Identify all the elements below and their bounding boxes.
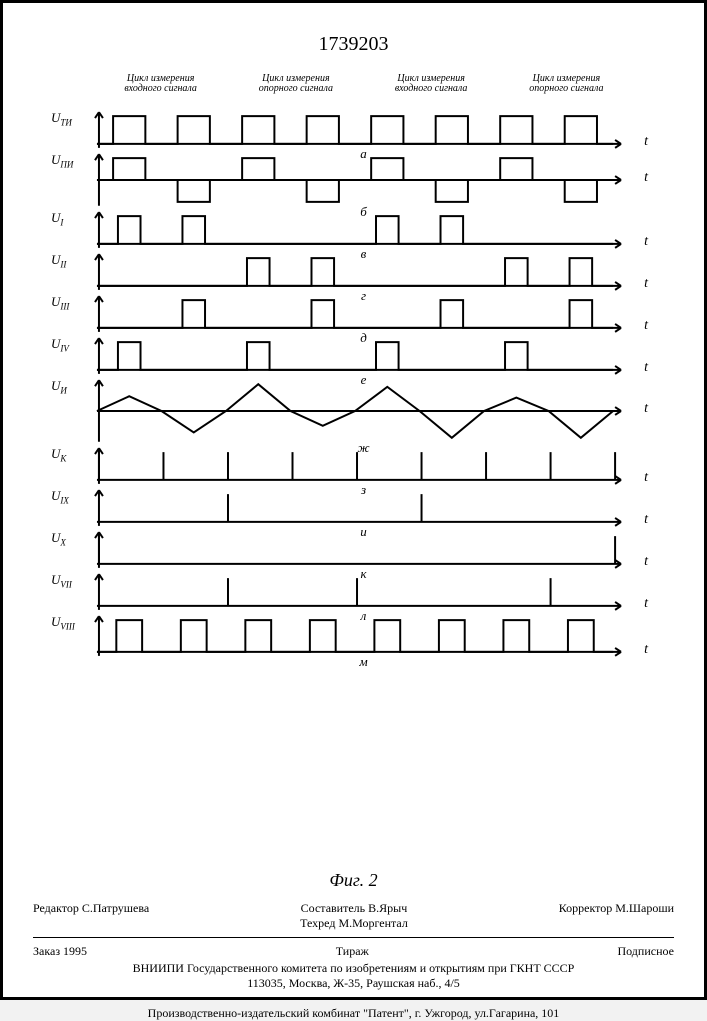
- trace-sublabel: м: [359, 654, 367, 670]
- t-axis-label: t: [644, 234, 648, 250]
- order-credit: Заказ 1995: [33, 944, 87, 959]
- trace-row-b: UПИtб: [93, 152, 634, 208]
- trace-svg: [93, 530, 627, 570]
- trace-row-m: UVIIItм: [93, 614, 634, 658]
- trace-svg: [93, 336, 627, 376]
- address-credit: 113035, Москва, Ж-35, Раушская наб., 4/5: [247, 976, 460, 990]
- trace-row-d: UIIItд: [93, 294, 634, 334]
- timing-diagram: Цикл измерениявходного сигналаЦикл измер…: [93, 74, 634, 864]
- trace-ylabel: UX: [51, 530, 66, 548]
- trace-row-k: UXtк: [93, 530, 634, 570]
- trace-ylabel: UIII: [51, 294, 69, 312]
- traces-area: UТИtаUПИtбUItвUIItгUIIItдUIVtеUИtжUКtзUI…: [93, 110, 634, 844]
- trace-svg: [93, 110, 627, 150]
- editor-credit: Редактор С.Патрушева: [33, 901, 149, 931]
- trace-svg: [93, 294, 627, 334]
- trace-row-i: UIXtи: [93, 488, 634, 528]
- trace-row-l: UVIItл: [93, 572, 634, 612]
- trace-svg: [93, 152, 627, 208]
- compiler-credit: Составитель В.Ярыч: [301, 901, 408, 915]
- trace-svg: [93, 252, 627, 292]
- trace-ylabel: UПИ: [51, 152, 73, 170]
- t-axis-label: t: [644, 596, 648, 612]
- t-axis-label: t: [644, 360, 648, 376]
- trace-ylabel: UI: [51, 210, 63, 228]
- doc-number: 1739203: [33, 33, 674, 56]
- t-axis-label: t: [644, 512, 648, 528]
- credits-block: Редактор С.Патрушева Составитель В.Ярыч …: [33, 901, 674, 1021]
- trace-ylabel: UVIII: [51, 614, 75, 632]
- figure-caption: Фиг. 2: [33, 870, 674, 891]
- t-axis-label: t: [644, 318, 648, 334]
- trace-svg: [93, 210, 627, 250]
- corrector-credit: Корректор М.Шароши: [559, 901, 674, 931]
- trace-row-z: UКtз: [93, 446, 634, 486]
- trace-svg: [93, 488, 627, 528]
- cycle-header-cell: Цикл измерениявходного сигнала: [364, 74, 499, 106]
- trace-ylabel: UVII: [51, 572, 72, 590]
- trace-row-a: UТИtа: [93, 110, 634, 150]
- trace-row-v: UItв: [93, 210, 634, 250]
- t-axis-label: t: [644, 170, 648, 186]
- org-credit: ВНИИПИ Государственного комитета по изоб…: [133, 961, 575, 975]
- trace-ylabel: UК: [51, 446, 66, 464]
- t-axis-label: t: [644, 554, 648, 570]
- subscription-credit: Подписное: [617, 944, 674, 959]
- trace-svg: [93, 446, 627, 486]
- circulation-credit: Тираж: [336, 944, 369, 959]
- printer-credit: Производственно-издательский комбинат "П…: [33, 1006, 674, 1021]
- t-axis-label: t: [644, 642, 648, 658]
- page: 1739203 Цикл измерениявходного сигналаЦи…: [0, 0, 707, 1000]
- trace-svg: [93, 378, 627, 444]
- trace-ylabel: UIV: [51, 336, 69, 354]
- trace-svg: [93, 572, 627, 612]
- trace-ylabel: UИ: [51, 378, 67, 396]
- trace-row-zh: UИtж: [93, 378, 634, 444]
- t-axis-label: t: [644, 401, 648, 417]
- trace-svg: [93, 614, 627, 658]
- cycle-header-row: Цикл измерениявходного сигналаЦикл измер…: [93, 74, 634, 106]
- trace-ylabel: UТИ: [51, 110, 72, 128]
- trace-ylabel: UIX: [51, 488, 69, 506]
- cycle-header-cell: Цикл измерениявходного сигнала: [93, 74, 228, 106]
- trace-row-e: UIVtе: [93, 336, 634, 376]
- cycle-header-cell: Цикл измеренияопорного сигнала: [228, 74, 363, 106]
- cycle-header-cell: Цикл измеренияопорного сигнала: [499, 74, 634, 106]
- techred-credit: Техред М.Моргентал: [300, 916, 408, 930]
- t-axis-label: t: [644, 470, 648, 486]
- t-axis-label: t: [644, 276, 648, 292]
- trace-row-g: UIItг: [93, 252, 634, 292]
- trace-ylabel: UII: [51, 252, 66, 270]
- t-axis-label: t: [644, 134, 648, 150]
